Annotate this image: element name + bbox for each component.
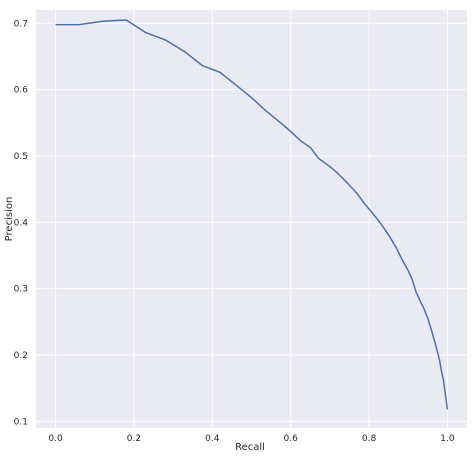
y-tick-label: 0.2 (14, 351, 28, 361)
grid (36, 10, 467, 428)
x-tick-labels: 0.0 0.2 0.4 0.6 0.8 1.0 (48, 434, 454, 444)
y-tick-labels: 0.1 0.2 0.3 0.4 0.5 0.6 0.7 (14, 19, 29, 427)
x-tick-label: 0.8 (362, 434, 377, 444)
y-tick-label: 0.4 (14, 218, 29, 228)
x-axis-label: Recall (235, 442, 265, 453)
x-tick-label: 0.6 (284, 434, 299, 444)
x-tick-label: 0.4 (205, 434, 220, 444)
plot-background (36, 10, 467, 428)
y-tick-label: 0.7 (14, 19, 28, 29)
y-axis-label: Precision (4, 197, 15, 242)
y-tick-label: 0.6 (14, 86, 29, 96)
x-tick-label: 1.0 (440, 434, 455, 444)
y-tick-label: 0.1 (14, 417, 28, 427)
y-tick-label: 0.5 (14, 152, 28, 162)
y-tick-label: 0.3 (14, 285, 28, 295)
series-layer (55, 19, 449, 410)
precision-recall-line (55, 19, 449, 410)
x-tick-label: 0.0 (48, 434, 63, 444)
x-tick-label: 0.2 (127, 434, 141, 444)
